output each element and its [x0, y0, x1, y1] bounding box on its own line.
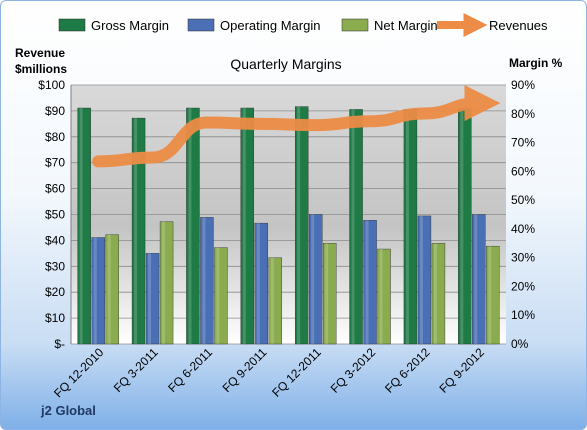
bar-net-margin	[105, 234, 119, 345]
left-tick-label: $70	[45, 156, 65, 170]
right-tick-label: 60%	[511, 164, 535, 178]
bar-net-margin	[486, 245, 500, 345]
bar-gross-margin	[458, 107, 472, 345]
left-tick-label: $100	[38, 78, 65, 92]
category-label: FQ 3-2012	[328, 345, 379, 396]
legend-item-gross-margin: Gross Margin	[58, 18, 169, 33]
bar-net-margin	[268, 257, 283, 345]
legend-swatch	[58, 18, 86, 32]
revenue-line	[92, 85, 501, 168]
left-axis-title-line1: Revenue	[15, 46, 65, 60]
right-axis-title: Margin %	[509, 56, 563, 70]
bar-gross-margin	[294, 106, 309, 345]
bar-gross-margin	[240, 107, 255, 345]
right-tick-label: 20%	[511, 279, 535, 293]
category-label: FQ 12-2011	[269, 345, 324, 400]
bar-gross-margin	[349, 109, 363, 345]
legend-item-revenues: Revenues	[437, 13, 548, 37]
right-tick-label: 40%	[511, 222, 535, 236]
right-tick-label: 50%	[511, 193, 535, 207]
revenues-line	[92, 85, 501, 168]
bar-net-margin	[431, 243, 446, 345]
legend-item-net-margin: Net Margin	[341, 18, 438, 33]
chart-legend: Gross Margin Operating Margin Net Margin Re…	[58, 13, 548, 37]
right-tick-label: 70%	[511, 136, 535, 150]
left-tick-label: $10	[45, 311, 65, 325]
category-label: FQ 6-2011	[165, 345, 215, 395]
right-tick-label: 0%	[511, 337, 529, 351]
bar-operating-margin	[472, 214, 486, 345]
category-label: FQ 6-2012	[382, 345, 433, 396]
left-tick-label: $40	[45, 233, 65, 247]
left-axis-ticks: $- $10 $20 $30 $40 $50 $60 $70 $80 $90 $100	[38, 78, 65, 351]
bar-gross-margin	[186, 107, 200, 345]
legend-label: Revenues	[489, 18, 548, 33]
legend-label: Operating Margin	[220, 18, 320, 33]
category-label: FQ 12-2010	[51, 345, 106, 400]
left-tick-label: $-	[54, 337, 65, 351]
footer-company: j2 Global	[40, 403, 96, 418]
bar-operating-margin	[417, 215, 432, 345]
bar-net-margin	[377, 248, 391, 345]
left-axis-title-line2: $millions	[15, 62, 67, 76]
bar-operating-margin	[200, 217, 214, 345]
right-tick-label: 80%	[511, 107, 535, 121]
legend-label: Net Margin	[374, 18, 438, 33]
bar-net-margin	[214, 247, 228, 345]
bar-gross-margin	[131, 117, 146, 345]
bar-series	[77, 106, 500, 345]
left-tick-label: $80	[45, 130, 65, 144]
right-tick-label: 90%	[511, 78, 535, 92]
legend-swatch	[187, 18, 215, 32]
left-tick-label: $60	[45, 182, 65, 196]
category-label: FQ 3-2011	[111, 345, 161, 395]
bar-operating-margin	[363, 220, 377, 345]
chart-title: Quarterly Margins	[230, 56, 341, 72]
legend-label: Gross Margin	[91, 18, 169, 33]
bar-operating-margin	[308, 214, 323, 345]
bar-operating-margin	[145, 253, 160, 345]
legend-item-operating-margin: Operating Margin	[187, 18, 320, 33]
bar-operating-margin	[254, 222, 269, 345]
left-tick-label: $30	[45, 259, 65, 273]
category-axis-labels: FQ 12-2010 FQ 3-2011 FQ 6-2011 FQ 9-2011 FQ …	[51, 345, 487, 400]
left-tick-label: $90	[45, 104, 65, 118]
right-tick-label: 10%	[511, 308, 535, 322]
right-axis-ticks: 0% 10% 20% 30% 40% 50% 60% 70% 80% 90%	[511, 78, 535, 351]
bar-gross-margin	[403, 109, 418, 345]
category-label: FQ 9-2012	[436, 345, 487, 396]
right-tick-label: 30%	[511, 251, 535, 265]
left-tick-label: $50	[45, 208, 65, 222]
category-label: FQ 9-2011	[220, 345, 270, 395]
legend-swatch	[341, 18, 369, 32]
bar-gross-margin	[77, 107, 91, 345]
bar-net-margin	[322, 243, 337, 345]
bar-net-margin	[159, 221, 174, 345]
left-tick-label: $20	[45, 285, 65, 299]
bar-operating-margin	[91, 237, 105, 345]
